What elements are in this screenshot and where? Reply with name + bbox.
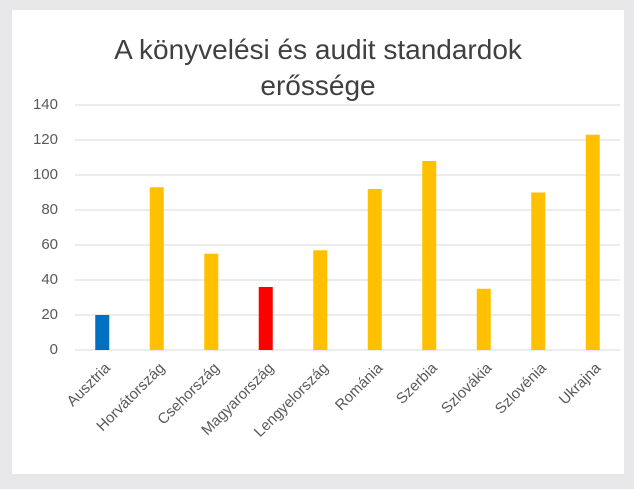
- bar: [95, 315, 110, 350]
- x-tick-label: Ausztria: [64, 359, 115, 410]
- y-tick-label: 60: [41, 236, 58, 253]
- x-tick-label: Szlovákia: [438, 359, 496, 417]
- y-tick-label: 100: [33, 166, 58, 183]
- bar: [585, 134, 600, 350]
- bar: [149, 187, 164, 350]
- y-tick-label: 80: [41, 201, 58, 218]
- y-tick-label: 20: [41, 306, 58, 323]
- bar: [204, 253, 219, 350]
- bar: [313, 250, 328, 350]
- bar: [531, 192, 546, 350]
- bar: [367, 189, 382, 350]
- x-tick-label: Románia: [332, 359, 387, 414]
- x-tick-label: Szerbia: [393, 359, 441, 407]
- x-tick-label: Ukrajna: [556, 359, 605, 408]
- chart-title: A könyvelési és audit standardok erősség…: [114, 34, 522, 101]
- y-tick-label: 40: [41, 271, 58, 288]
- y-tick-label: 0: [50, 341, 58, 358]
- y-tick-label: 120: [33, 131, 58, 148]
- y-tick-label: 140: [33, 96, 58, 113]
- chart: 020406080100120140AusztriaHorvátországCs…: [33, 96, 620, 441]
- chart-area: 0 20 40 60 80 100 120 140 Ausztria Horvátország Cs…: [12, 10, 624, 474]
- bar: [422, 161, 437, 350]
- bar: [258, 287, 273, 350]
- bar: [476, 288, 491, 350]
- x-tick-label: Szlovénia: [492, 359, 550, 417]
